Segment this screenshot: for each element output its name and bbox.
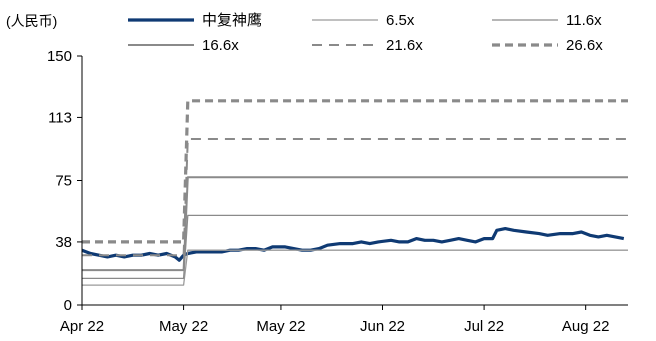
legend-label-3: 11.6x [566, 12, 602, 29]
y-tick-label: 0 [64, 297, 72, 314]
legend-label-5: 21.6x [386, 37, 423, 54]
x-tick-label: Aug 22 [562, 318, 610, 335]
series-line-2 [82, 249, 628, 286]
y-tick-label: 150 [47, 48, 72, 65]
x-tick-label: May 22 [256, 318, 305, 335]
series-line-4 [82, 176, 628, 272]
legend-label-2: 6.5x [386, 12, 415, 29]
series-line-3 [82, 214, 628, 280]
x-tick-label: Jun 22 [360, 318, 405, 335]
y-tick-label: 75 [55, 173, 72, 190]
x-tick-label: May 22 [159, 318, 208, 335]
legend-label-6: 26.6x [566, 37, 603, 54]
legend: 中复神鹰 6.5x 11.6x 16.6x 21.6x 26.6x [128, 11, 603, 54]
y-tick-label: 38 [55, 234, 72, 251]
x-tick-label: Jul 22 [464, 318, 504, 335]
y-tick-label: 113 [48, 109, 72, 126]
series-line-1 [81, 227, 625, 262]
plot-lines [81, 99, 628, 286]
series-line-6 [82, 99, 628, 244]
legend-label-4: 16.6x [202, 37, 239, 54]
series-line-5 [82, 138, 628, 257]
axes: 0 38 75 113 150 Apr 22 May 22 May 22 Jun 22 Jul 2… [47, 48, 628, 335]
legend-label-1: 中复神鹰 [202, 11, 262, 29]
unit-label: (人民币) [6, 13, 57, 29]
x-tick-label: Apr 22 [60, 318, 104, 335]
